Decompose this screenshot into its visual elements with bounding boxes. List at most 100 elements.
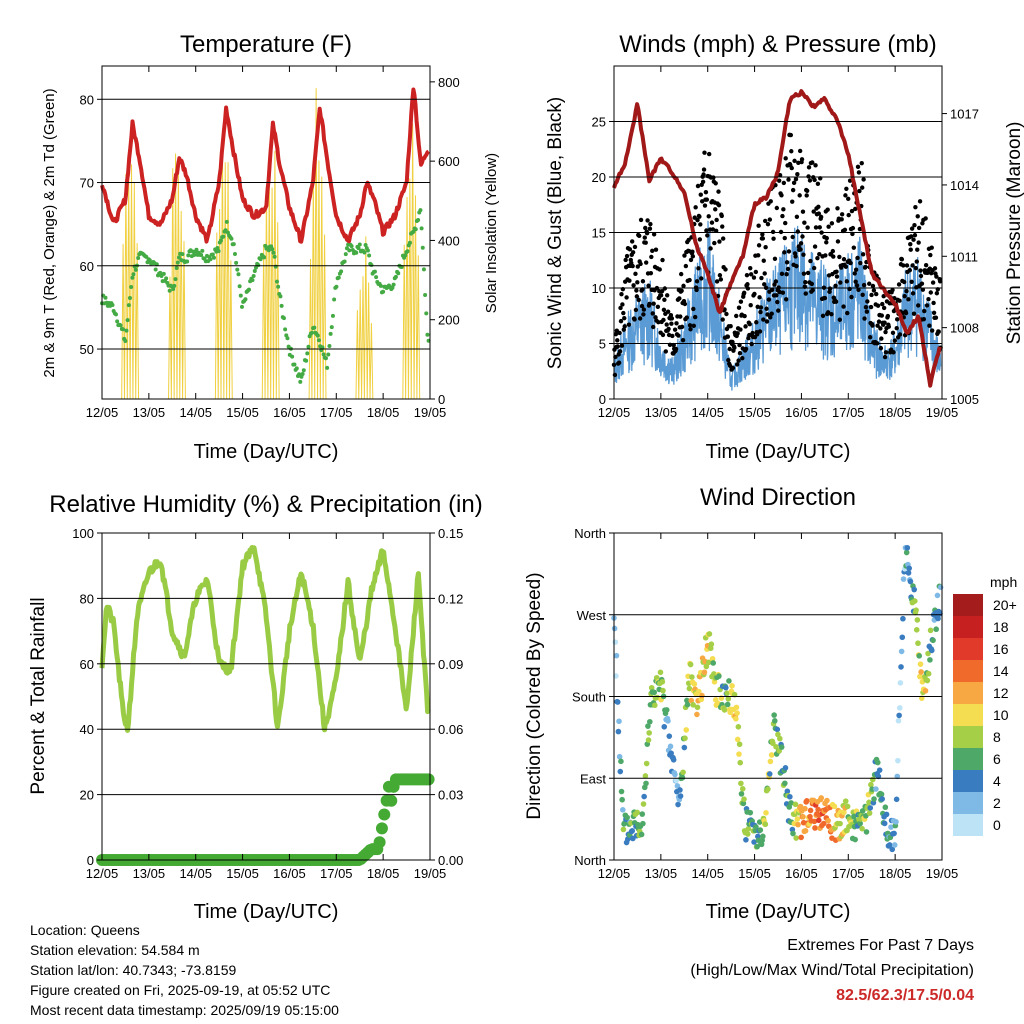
dewpoint-point: [283, 327, 288, 332]
gust-point: [650, 311, 655, 316]
direction-point: [886, 842, 893, 848]
gust-point: [914, 259, 919, 264]
direction-point: [680, 769, 686, 776]
gust-point: [788, 132, 794, 138]
gust-point: [805, 270, 811, 276]
dewpoint-point: [347, 248, 352, 253]
gust-point: [730, 365, 736, 371]
gust-point: [640, 279, 646, 284]
gust-point: [792, 158, 797, 164]
gust-point: [666, 326, 671, 332]
direction-point: [684, 701, 691, 708]
dewpoint-point: [405, 249, 410, 254]
gust-point: [698, 222, 703, 227]
direction-point: [646, 730, 652, 736]
gust-point: [855, 164, 861, 170]
gust-point: [927, 323, 932, 328]
direction-point: [842, 798, 849, 804]
gust-point: [846, 212, 851, 218]
gust-point: [754, 320, 759, 325]
gust-point: [781, 207, 786, 212]
precip-point: [385, 794, 398, 807]
gust-point: [937, 279, 943, 284]
dewpoint-point: [321, 352, 326, 357]
gust-point: [748, 302, 753, 308]
direction-point: [937, 584, 944, 591]
direction-point: [798, 834, 804, 841]
dewpoint-point: [356, 246, 361, 251]
gust-point: [763, 245, 768, 250]
direction-point: [744, 831, 751, 837]
gust-point: [662, 297, 667, 302]
gust-point: [661, 307, 667, 313]
gust-point: [674, 321, 679, 326]
gust-point: [773, 279, 779, 284]
dewpoint-point: [300, 371, 305, 376]
gust-point: [922, 308, 927, 314]
gust-point: [921, 316, 926, 322]
direction-point: [933, 626, 939, 633]
extremes-subtitle: (High/Low/Max Wind/Total Precipitation): [690, 962, 974, 979]
humidity-x-ticks: 12/05 13/05 14/05 15/05 16/05 17/05 18/05 19/05: [86, 533, 446, 881]
gust-point: [699, 199, 705, 204]
extremes-values: 82.5/62.3/17.5/0.04: [836, 987, 974, 1004]
gust-point: [808, 258, 813, 264]
gust-point: [881, 305, 887, 311]
gust-point: [883, 350, 889, 355]
dewpoint-point: [369, 262, 374, 267]
gust-point: [699, 276, 704, 281]
gust-point: [769, 311, 774, 316]
gust-point: [678, 314, 683, 319]
dewpoint-point: [172, 283, 177, 288]
gust-point: [769, 287, 775, 293]
direction-point: [682, 735, 688, 742]
gust-point: [934, 291, 940, 296]
direction-point: [784, 788, 791, 795]
gust-point: [638, 217, 644, 223]
dewpoint-point: [130, 275, 135, 280]
gust-point: [645, 218, 650, 223]
dewpoint-point: [413, 227, 418, 232]
gust-point: [695, 183, 701, 189]
gust-point: [909, 234, 914, 239]
gust-point: [718, 277, 724, 282]
gust-point: [933, 315, 939, 320]
dewpoint-point: [342, 259, 347, 264]
gust-point: [682, 253, 687, 258]
gust-point: [776, 308, 781, 313]
direction-point: [659, 678, 666, 685]
gust-point: [619, 291, 624, 297]
direction-point: [824, 797, 830, 804]
gust-point: [651, 232, 657, 237]
gust-point: [647, 301, 652, 307]
dewpoint-point: [285, 336, 290, 341]
gust-point: [669, 316, 675, 321]
humidity-right-ticks: 0.00 0.03 0.06 0.09 0.12 0.15: [430, 526, 463, 868]
gust-point: [892, 338, 898, 343]
gust-point: [820, 313, 826, 318]
winds-left-ticks: 0 5 10 15 20 25: [592, 115, 942, 407]
direction-point: [896, 712, 902, 719]
direction-point: [792, 801, 799, 808]
direction-point: [726, 678, 732, 684]
dewpoint-point: [329, 325, 334, 330]
gust-point: [760, 232, 765, 237]
gust-point: [818, 214, 824, 220]
gust-point: [816, 211, 822, 216]
dewpoint-point: [175, 260, 180, 265]
gust-point: [902, 279, 907, 285]
direction-point: [766, 771, 773, 777]
direction-point: [640, 801, 647, 807]
gust-point: [680, 337, 686, 343]
gust-point: [901, 263, 906, 268]
gust-point: [929, 245, 934, 250]
direction-point: [930, 637, 936, 644]
dewpoint-point: [326, 352, 331, 357]
gust-point: [871, 288, 877, 293]
direction-point: [753, 824, 759, 830]
gust-point: [801, 271, 807, 276]
dewpoint-point: [372, 269, 377, 274]
direction-point: [695, 688, 702, 695]
dewpoint-point: [407, 240, 412, 245]
gust-point: [861, 282, 867, 288]
